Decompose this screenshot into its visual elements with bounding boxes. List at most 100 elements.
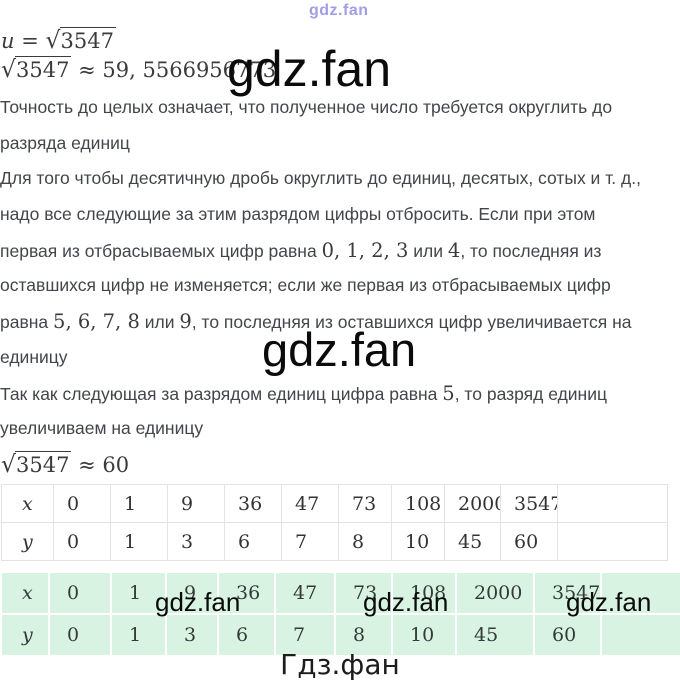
table-cell: 36 [217, 571, 276, 615]
text-line: разряда единиц [0, 126, 680, 162]
watermark-gdzfan-inline: gdz.fan [227, 41, 392, 97]
text-segment: единицу [0, 346, 68, 367]
table-cell-empty [557, 484, 668, 523]
text-segment: , то последняя из оставшихся цифр увелич… [191, 312, 632, 333]
radical-sign: √ [1, 55, 16, 83]
table-cell: 1 [110, 613, 167, 657]
table-cell: 1 [110, 522, 168, 561]
table-row: y 0 1 3 6 7 8 10 45 60 [1, 522, 668, 561]
text-segment: разряда единиц [0, 132, 130, 153]
table-cell: 10 [391, 522, 445, 561]
text-line: равна 5, 6, 7, 8 или 9, то последняя из … [0, 304, 680, 340]
text-segment: , то последняя из [460, 240, 602, 261]
values-table-highlighted: x 0 1 9 36 47 73 108 2000 3547 y 0 1 3 6 7 8 10 45 60 [0, 571, 680, 657]
table-cell: 0 [48, 613, 112, 657]
text-line: Так как следующая за разрядом единиц циф… [0, 376, 680, 412]
text-segment: Точность до целых означает, что полученн… [0, 97, 613, 117]
table-cell: 47 [281, 484, 339, 523]
text-segment: равна [0, 312, 54, 333]
radicand: 3547 [14, 56, 72, 82]
radical-sign: √ [1, 450, 16, 478]
math-approx: ≈ [78, 58, 96, 82]
table-cell: 7 [281, 522, 339, 561]
table-row: y 0 1 3 6 7 8 10 45 60 [0, 613, 680, 657]
table-cell: 9 [167, 484, 225, 523]
table-cell: 7 [274, 613, 336, 657]
text-line: увеличиваем на единицу [0, 411, 680, 447]
table-cell-empty [557, 522, 668, 561]
row-label: y [1, 522, 54, 561]
table-cell: 8 [334, 613, 393, 657]
text-segment: , то разряд единиц [454, 383, 608, 404]
table-cell: 2000 [455, 571, 535, 615]
watermark-gdzfan-top: gdz.fan [309, 2, 369, 19]
table-cell: 45 [455, 613, 535, 657]
text-segment: увеличиваем на единицу [0, 418, 204, 439]
watermark-gdzfan-table-3: gdz.fan [566, 587, 652, 617]
table-cell: 9 [165, 571, 219, 615]
text-segment: первая из отбрасываемых цифр равна [0, 240, 322, 261]
text-line: первая из отбрасываемых цифр равна 0, 1,… [0, 233, 680, 269]
row-label: x [1, 484, 54, 523]
math-equals: = [21, 29, 39, 53]
table-cell: 2000 [444, 484, 501, 523]
text-line: Для того чтобы десятичную дробь округлит… [0, 161, 680, 197]
inline-math: 5, 6, 7, 8 [53, 310, 140, 334]
site-title-footer: Гдз.фан [280, 648, 400, 681]
text-segment: или [408, 240, 448, 261]
table-cell: 108 [391, 484, 445, 523]
math-approx: ≈ [78, 453, 96, 477]
table-cell: 3 [165, 613, 219, 657]
math-variable: u [1, 29, 15, 53]
table-cell: 10 [391, 613, 457, 657]
text-line: оставшихся цифр не изменяется; если же п… [0, 268, 680, 304]
table-cell-empty [600, 613, 680, 657]
inline-math: 9 [179, 310, 192, 334]
table-cell: 0 [48, 571, 112, 615]
text-segment: или [139, 312, 180, 333]
formula-sqrt-approx-60: √3547 ≈ 60 [1, 450, 129, 478]
math-value: 59, 5566956773 [102, 58, 277, 82]
table-cell: 8 [338, 522, 392, 561]
radicand: 3547 [59, 27, 116, 53]
formula-u-equals-sqrt: u = √3547 [1, 26, 116, 54]
math-value: 60 [102, 453, 130, 477]
table-cell: 6 [217, 613, 276, 657]
table-cell: 73 [334, 571, 393, 615]
table-cell: 1 [110, 484, 168, 523]
table-cell-empty [600, 571, 680, 615]
inline-math: 4 [447, 238, 461, 262]
text-line: единицу [0, 340, 680, 376]
table-cell: 47 [274, 571, 336, 615]
table-cell: 0 [53, 522, 111, 561]
table-cell: 3 [167, 522, 225, 561]
text-line: надо все следующие за этим разрядом цифр… [0, 197, 680, 233]
table-cell: 3547 [533, 571, 602, 615]
text-segment: надо все следующие за этим разрядом цифр… [0, 204, 596, 225]
radicand: 3547 [14, 451, 72, 477]
table-cell: 6 [224, 522, 282, 561]
table-cell: 60 [533, 613, 602, 657]
row-label: y [0, 613, 50, 657]
table-cell: 45 [444, 522, 501, 561]
table-cell: 3547 [500, 484, 558, 523]
inline-math: 5 [442, 381, 455, 405]
formula-sqrt-approx-decimal: √3547 ≈ 59, 5566956773 [1, 55, 276, 83]
row-label: x [0, 571, 50, 615]
watermark-gdzfan-table-1: gdz.fan [155, 587, 241, 617]
table-cell: 1 [110, 571, 167, 615]
radical-sign: √ [45, 26, 61, 54]
watermark-gdzfan-middle: gdz.fan [262, 323, 417, 376]
table-cell: 108 [391, 571, 457, 615]
text-line: Точность до целых означает, что полученн… [0, 90, 680, 126]
table-cell: 60 [500, 522, 558, 561]
watermark-gdzfan-table-2: gdz.fan [363, 587, 449, 617]
text-segment: оставшихся цифр не изменяется; если же п… [0, 275, 611, 296]
table-cell: 0 [53, 484, 111, 523]
text-segment: Так как следующая за разрядом единиц циф… [0, 383, 443, 404]
inline-math: 0, 1, 2, 3 [321, 238, 409, 262]
